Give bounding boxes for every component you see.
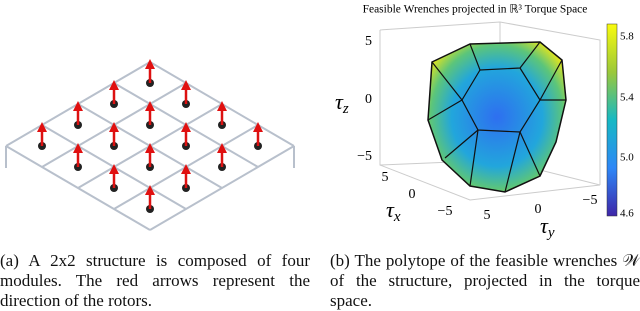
colorbar-tick: 4.6 bbox=[620, 208, 634, 220]
arrow-head bbox=[217, 101, 227, 111]
colorbar-tick: 5.0 bbox=[620, 152, 634, 164]
z-tick: 5 bbox=[365, 34, 372, 49]
arrow-head bbox=[37, 122, 47, 132]
arrow-head bbox=[73, 101, 83, 111]
beam bbox=[149, 145, 295, 231]
y-tick: 0 bbox=[535, 202, 542, 217]
arrow-head bbox=[109, 80, 119, 90]
arrow-head bbox=[253, 122, 263, 132]
arrow-head bbox=[109, 164, 119, 174]
arrow-head bbox=[181, 164, 191, 174]
colorbar-tick: 5.4 bbox=[620, 92, 634, 104]
arrow-head bbox=[73, 143, 83, 153]
arrow-head bbox=[181, 122, 191, 132]
subscript: x bbox=[393, 209, 401, 225]
z-tick: 0 bbox=[365, 92, 372, 107]
x-tick: 5 bbox=[382, 170, 389, 185]
y-tick: −5 bbox=[583, 193, 598, 208]
z-axis-label: τz bbox=[335, 89, 349, 117]
colorbar bbox=[606, 23, 618, 217]
symbol: τ bbox=[540, 213, 549, 238]
subscript: z bbox=[342, 101, 349, 117]
arrow-head bbox=[145, 59, 155, 69]
beam bbox=[5, 145, 151, 231]
arrow-head bbox=[145, 185, 155, 195]
x-tick: −5 bbox=[438, 204, 453, 219]
colorbar-tick: 5.8 bbox=[620, 31, 634, 43]
figure: Feasible Wrenches projected in ℝ³ Torque… bbox=[5, 4, 634, 241]
arrow-head bbox=[181, 80, 191, 90]
x-tick: 0 bbox=[409, 187, 416, 202]
subscript: y bbox=[546, 225, 555, 241]
arrow-head bbox=[145, 143, 155, 153]
plot-title: Feasible Wrenches projected in ℝ³ Torque… bbox=[363, 4, 588, 16]
y-axis-label: τy bbox=[540, 213, 555, 241]
z-tick: −5 bbox=[357, 149, 372, 164]
arrow-head bbox=[145, 101, 155, 111]
polytope bbox=[427, 41, 567, 193]
polytope-facets bbox=[427, 41, 566, 193]
arrow-head bbox=[109, 122, 119, 132]
x-axis-label: τx bbox=[386, 197, 401, 225]
symbol: τ bbox=[386, 197, 395, 222]
robot-structure-render bbox=[5, 59, 295, 231]
caption-a: (a) A 2x2 structure is composed of four … bbox=[0, 251, 310, 310]
caption-b: (b) The polytope of the feasible wrenche… bbox=[330, 251, 640, 310]
symbol: τ bbox=[335, 89, 344, 114]
arrow-head bbox=[217, 143, 227, 153]
y-tick: 5 bbox=[484, 208, 491, 223]
